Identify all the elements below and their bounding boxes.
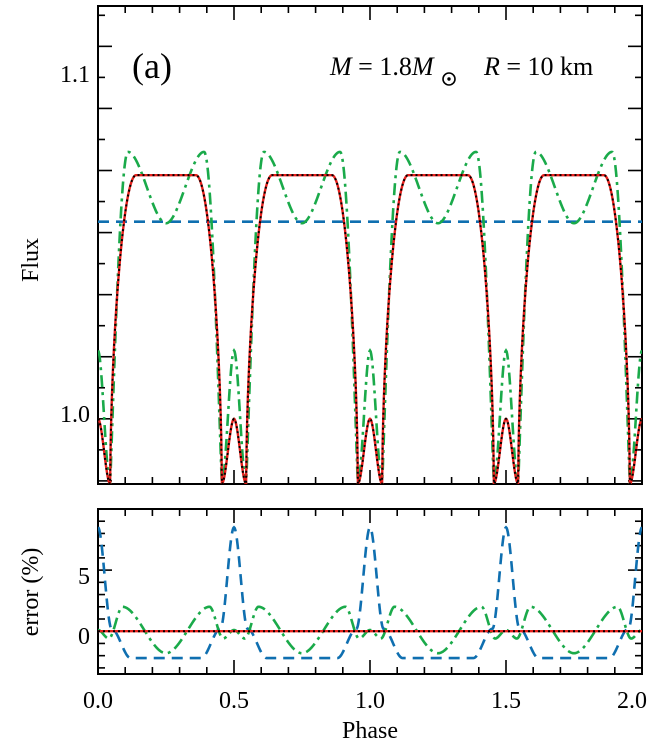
x-tick-label-0-0: 0.0 xyxy=(83,688,113,714)
panel-label: (a) xyxy=(132,46,172,86)
mass-symbol: M xyxy=(329,52,353,81)
y-tick-label-1-0: 1.0 xyxy=(60,402,90,428)
top-y-axis-label: Flux xyxy=(18,238,44,282)
y-tick-label-0: 0 xyxy=(78,624,90,650)
parameter-annotation: M = 1.8M xyxy=(329,52,435,81)
bottom-plot-frame xyxy=(97,508,643,675)
solar-mass-symbol: M xyxy=(411,52,435,81)
radius-annotation: R = 10 km xyxy=(483,52,593,81)
mass-value: = 1.8 xyxy=(352,52,412,81)
bottom-y-axis-label: error (%) xyxy=(18,548,44,637)
y-tick-label-1-1: 1.1 xyxy=(60,62,90,88)
sun-symbol-icon xyxy=(442,72,456,86)
series-dashdot-flux xyxy=(98,150,642,484)
bottom-tick-marks xyxy=(97,508,643,674)
x-tick-label-1-5: 1.5 xyxy=(491,688,521,714)
bottom-panel: 5 0 error (%) 0.0 0.5 1.0 1.5 2.0 Phase xyxy=(18,508,647,744)
x-tick-label-1-0: 1.0 xyxy=(355,688,385,714)
x-tick-label-2-0: 2.0 xyxy=(617,688,647,714)
top-plot-area xyxy=(98,150,642,484)
series-dashdot-error xyxy=(98,605,642,655)
top-panel: 1.1 1.0 Flux (a) M = 1.8M R = 10 km xyxy=(18,5,643,485)
top-tick-marks xyxy=(97,6,643,484)
x-axis-label: Phase xyxy=(342,718,398,744)
y-tick-label-5: 5 xyxy=(78,564,90,590)
radius-symbol: R xyxy=(483,52,500,81)
series-dotted-flux xyxy=(98,174,642,484)
radius-value: = 10 km xyxy=(500,52,593,81)
series-dashed-error xyxy=(98,525,642,660)
x-tick-label-0-5: 0.5 xyxy=(219,688,249,714)
bottom-plot-area xyxy=(98,525,642,660)
